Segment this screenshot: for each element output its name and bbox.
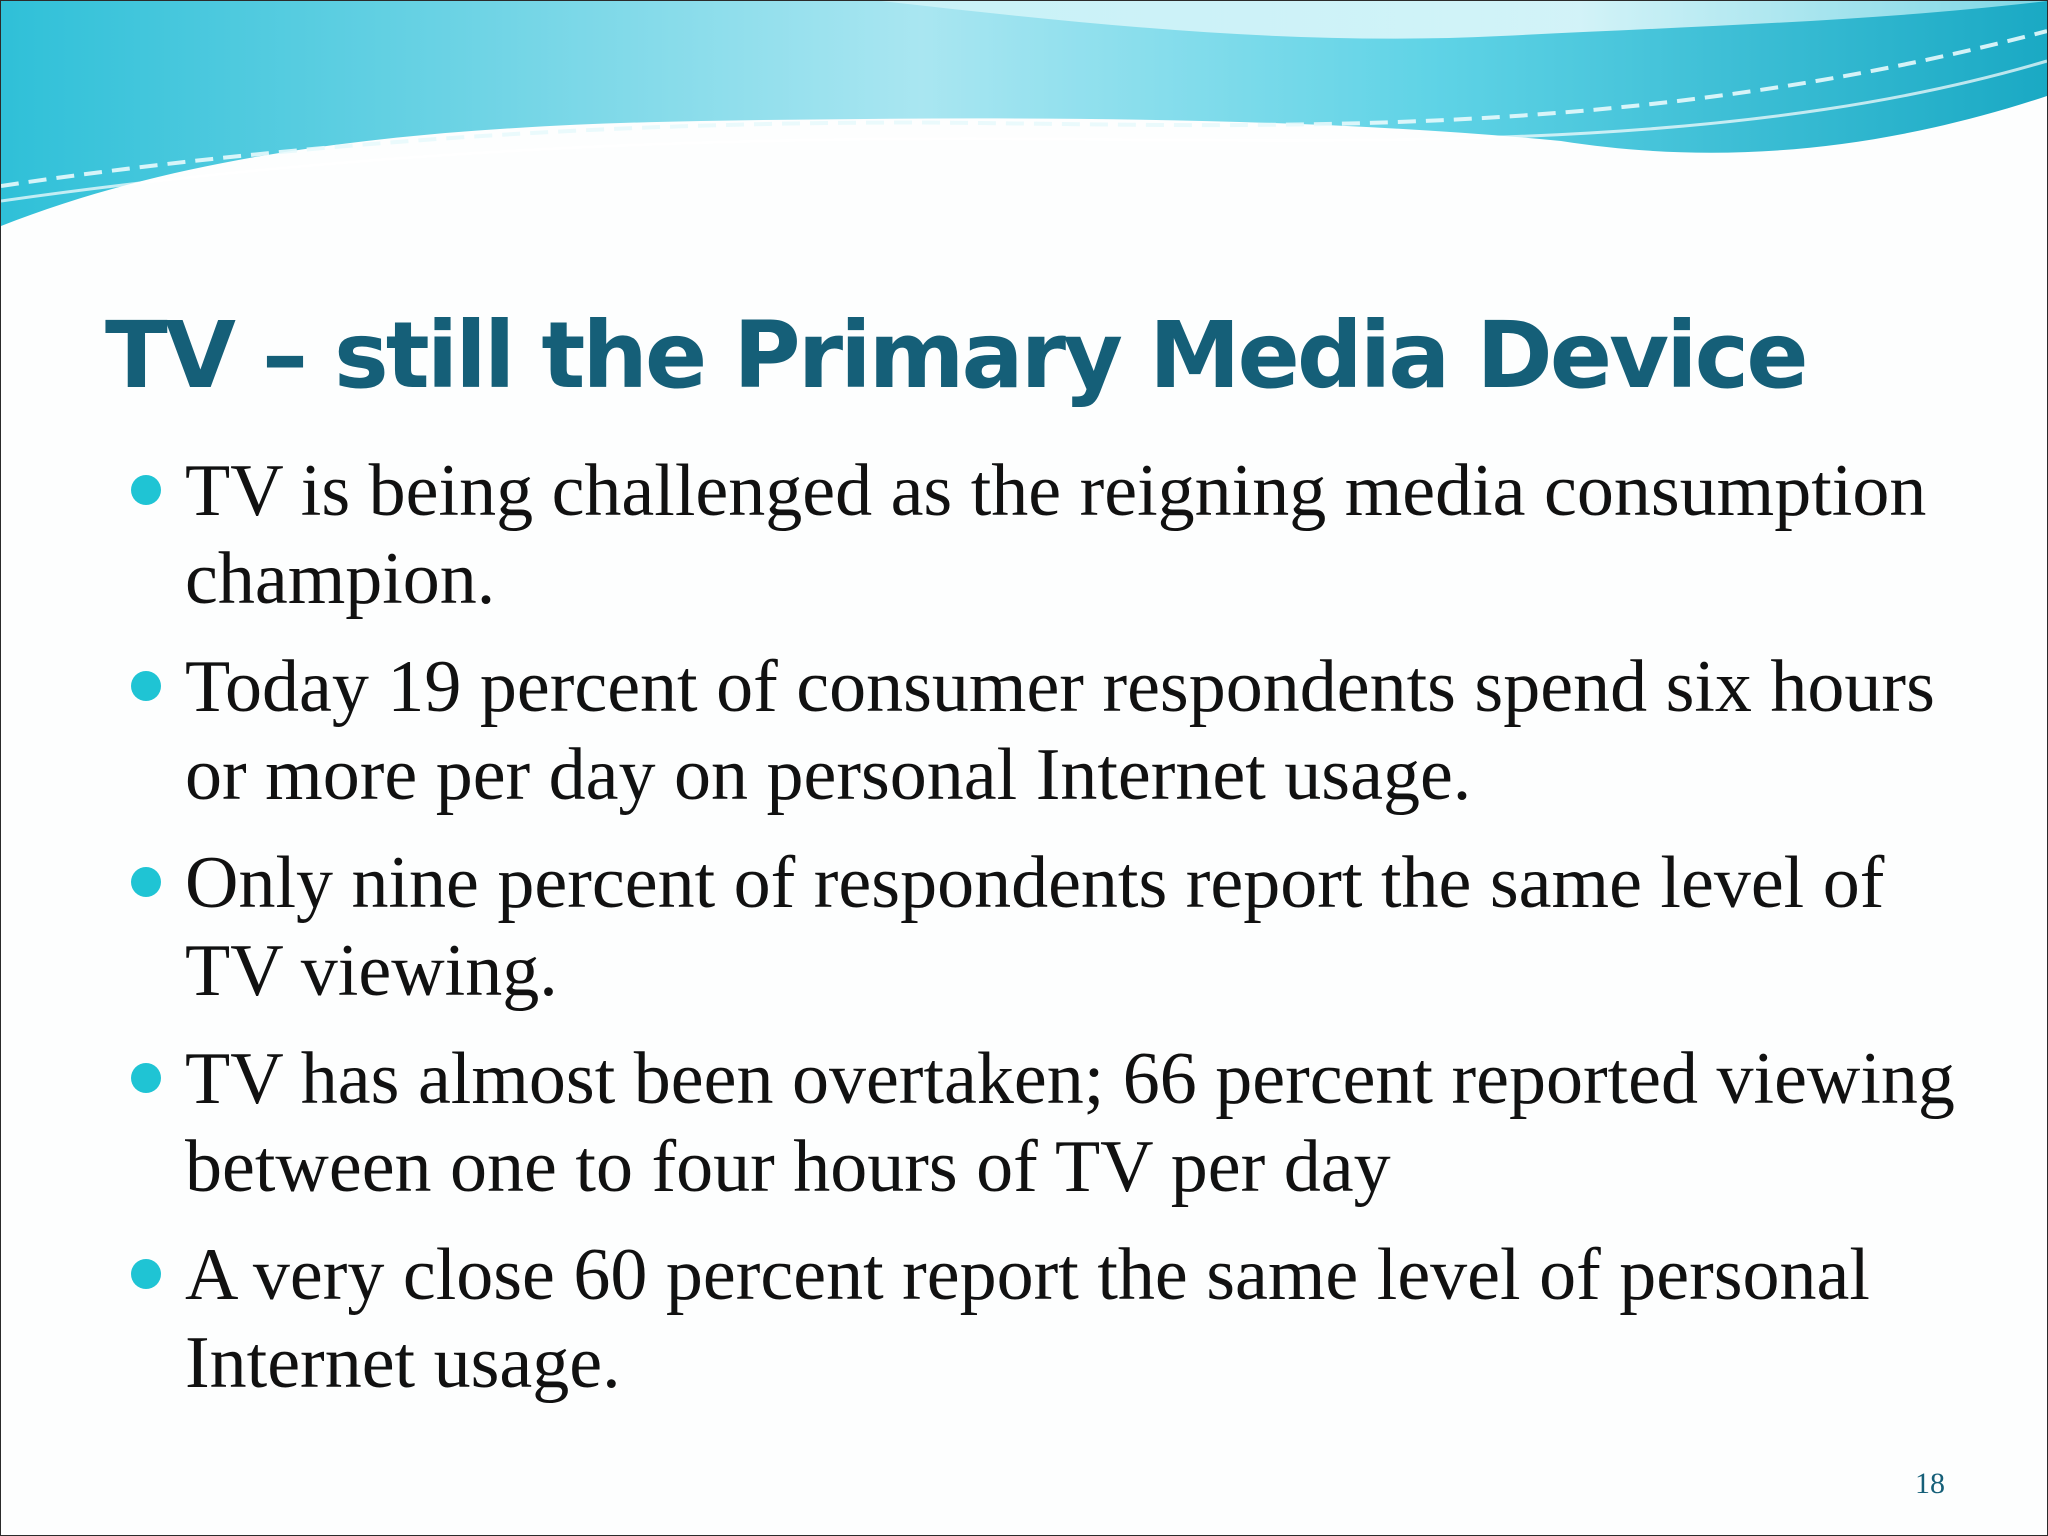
- bullet-list: TV is being challenged as the reigning m…: [127, 447, 1987, 1427]
- bullet-item: Today 19 percent of consumer respondents…: [127, 643, 1987, 819]
- bullet-item: TV is being challenged as the reigning m…: [127, 447, 1987, 623]
- bullet-icon: [131, 1063, 161, 1093]
- bullet-text: TV is being challenged as the reigning m…: [185, 450, 1927, 620]
- wave-header-decoration: [1, 1, 2047, 226]
- bullet-text: A very close 60 percent report the same …: [185, 1234, 1870, 1404]
- bullet-text: Only nine percent of respondents report …: [185, 842, 1885, 1012]
- bullet-icon: [131, 867, 161, 897]
- bullet-text: Today 19 percent of consumer respondents…: [185, 646, 1935, 816]
- bullet-icon: [131, 475, 161, 505]
- bullet-item: A very close 60 percent report the same …: [127, 1231, 1987, 1407]
- slide-number: 18: [1915, 1467, 1945, 1500]
- bullet-icon: [131, 671, 161, 701]
- bullet-item: TV has almost been overtaken; 66 percent…: [127, 1035, 1987, 1211]
- slide-title: TV – still the Primary Media Device: [105, 302, 1809, 409]
- bullet-icon: [131, 1259, 161, 1289]
- bullet-item: Only nine percent of respondents report …: [127, 839, 1987, 1015]
- bullet-text: TV has almost been overtaken; 66 percent…: [185, 1038, 1955, 1208]
